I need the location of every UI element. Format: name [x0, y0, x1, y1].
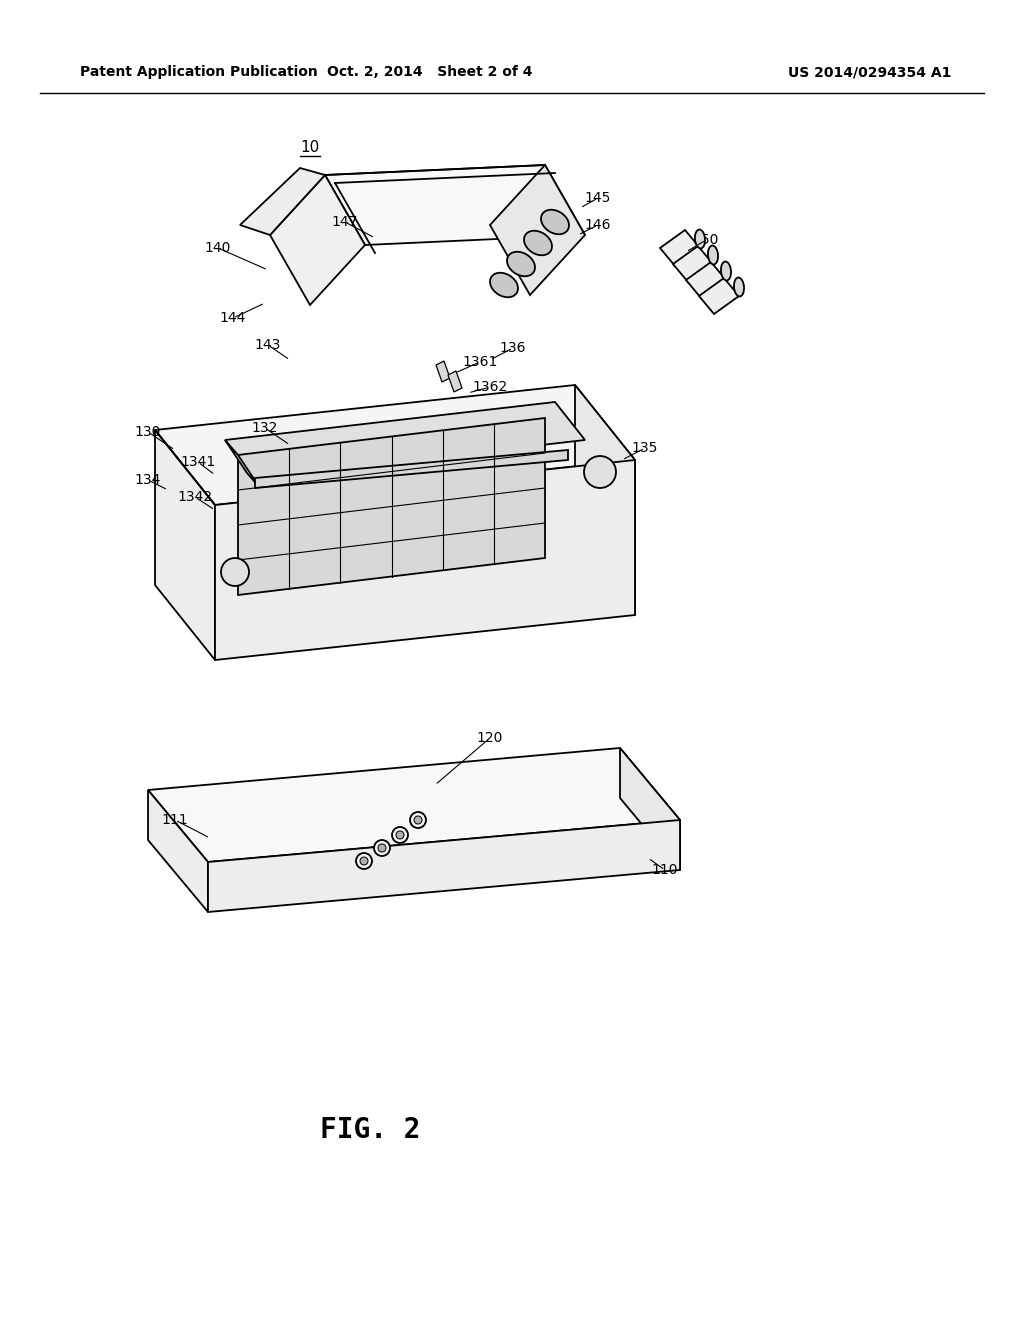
Polygon shape: [215, 459, 635, 660]
Text: 147: 147: [332, 215, 358, 228]
Polygon shape: [449, 371, 462, 392]
Polygon shape: [270, 176, 365, 305]
Text: 145: 145: [585, 191, 611, 205]
Polygon shape: [240, 168, 325, 235]
Text: 136: 136: [500, 341, 526, 355]
Polygon shape: [208, 820, 680, 912]
Polygon shape: [686, 261, 726, 298]
Ellipse shape: [708, 246, 718, 264]
Ellipse shape: [695, 230, 706, 248]
Text: 1342: 1342: [177, 490, 213, 504]
Ellipse shape: [378, 843, 386, 851]
Ellipse shape: [721, 261, 731, 280]
Text: US 2014/0294354 A1: US 2014/0294354 A1: [788, 65, 951, 79]
Polygon shape: [238, 418, 545, 595]
Polygon shape: [490, 165, 585, 294]
Polygon shape: [225, 403, 585, 478]
Polygon shape: [148, 748, 680, 862]
Polygon shape: [699, 279, 739, 314]
Text: 10: 10: [300, 140, 319, 156]
Text: 146: 146: [585, 218, 611, 232]
Ellipse shape: [734, 277, 744, 297]
Text: 1341: 1341: [180, 455, 216, 469]
Ellipse shape: [414, 816, 422, 824]
Polygon shape: [575, 385, 635, 615]
Text: 1362: 1362: [472, 380, 508, 393]
Text: 143: 143: [255, 338, 282, 352]
Ellipse shape: [541, 210, 569, 234]
Polygon shape: [673, 246, 713, 282]
Text: FIG. 2: FIG. 2: [319, 1115, 420, 1144]
Polygon shape: [660, 230, 700, 267]
Polygon shape: [148, 789, 208, 912]
Text: Oct. 2, 2014   Sheet 2 of 4: Oct. 2, 2014 Sheet 2 of 4: [328, 65, 532, 79]
Polygon shape: [155, 430, 215, 660]
Polygon shape: [225, 440, 260, 488]
Text: 1361: 1361: [462, 355, 498, 370]
Polygon shape: [255, 450, 568, 488]
Text: 130: 130: [135, 425, 161, 440]
Ellipse shape: [360, 857, 368, 865]
Ellipse shape: [524, 231, 552, 255]
Text: 110: 110: [651, 863, 678, 876]
Text: 150: 150: [693, 234, 719, 247]
Text: 140: 140: [205, 242, 231, 255]
Text: 132: 132: [252, 421, 279, 436]
Polygon shape: [436, 360, 450, 381]
Ellipse shape: [396, 832, 404, 840]
Polygon shape: [155, 385, 635, 506]
Polygon shape: [325, 165, 585, 246]
Text: 144: 144: [220, 312, 246, 325]
Ellipse shape: [374, 840, 390, 855]
Ellipse shape: [490, 273, 518, 297]
Polygon shape: [620, 748, 680, 870]
Ellipse shape: [584, 455, 616, 488]
Text: 111: 111: [162, 813, 188, 828]
Text: Patent Application Publication: Patent Application Publication: [80, 65, 317, 79]
Text: 135: 135: [632, 441, 658, 455]
Ellipse shape: [392, 828, 408, 843]
Text: 134: 134: [135, 473, 161, 487]
Text: 120: 120: [477, 731, 503, 744]
Ellipse shape: [356, 853, 372, 869]
Ellipse shape: [410, 812, 426, 828]
Ellipse shape: [507, 252, 535, 276]
Ellipse shape: [221, 558, 249, 586]
